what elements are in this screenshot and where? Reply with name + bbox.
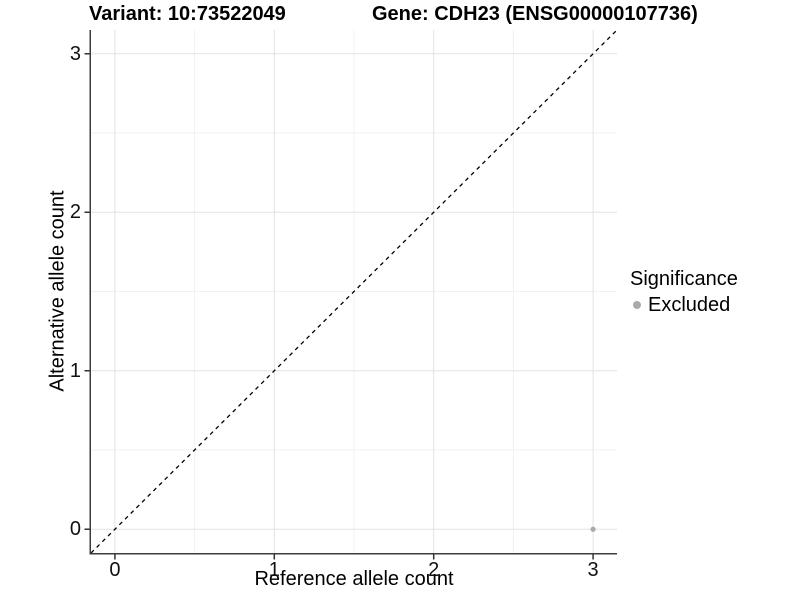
legend-title: Significance	[630, 268, 738, 290]
x-tick-label: 2	[428, 559, 440, 581]
x-tick-label: 0	[109, 559, 121, 581]
y-tick-label: 2	[69, 201, 81, 224]
y-tick-label: 0	[69, 518, 81, 541]
legend-item-excluded: Excluded	[630, 293, 738, 317]
x-axis-label: Reference allele count	[254, 568, 454, 590]
legend-marker-dot	[633, 301, 641, 309]
variant-title: Variant: 10:73522049	[89, 3, 286, 25]
legend-item-label: Excluded	[648, 294, 731, 316]
identity-reference-line	[90, 29, 618, 554]
x-tick-label: 1	[268, 559, 280, 581]
legend: Significance Excluded	[630, 267, 738, 317]
y-tick-label: 3	[69, 42, 81, 65]
x-tick-label: 3	[587, 559, 599, 581]
y-tick-label: 1	[69, 359, 81, 382]
gene-title: Gene: CDH23 (ENSG00000107736)	[372, 3, 698, 25]
data-point	[590, 526, 596, 532]
